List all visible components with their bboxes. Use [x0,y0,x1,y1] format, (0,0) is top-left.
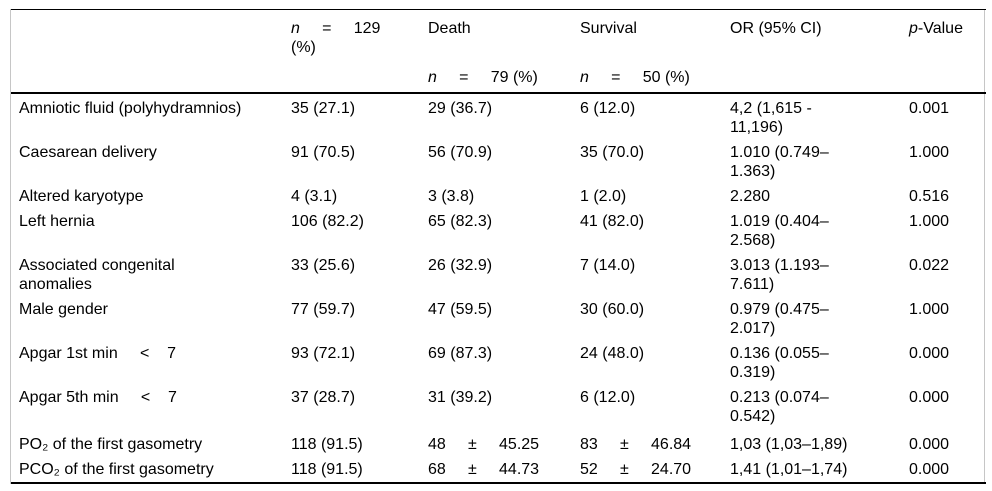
p-value-cell: 0.000 [909,345,950,362]
header-total-pct: (%) [291,39,316,56]
survival-cell: 6 (12.0) [580,389,636,406]
table-body: Amniotic fluid (polyhydramnios) 35 (27.1)… [11,93,986,483]
row-label: Altered karyotype [19,188,144,205]
death-cell: 69 (87.3) [428,345,493,362]
header-p-rest: -Value [917,20,963,37]
death-cell: 31 (39.2) [428,389,493,406]
n-total-cell: 118 (91.5) [291,461,363,478]
table-header: n = 129 (%) Death n = 79 (%) Survival n =… [11,9,986,94]
table-row: Altered karyotype 4 (3.1) 3 (3.8) 1 (2.0) 2.… [11,184,986,209]
n-total-cell: 35 (27.1) [291,100,356,117]
p-value-cell: 1.000 [909,144,950,161]
table-row: Apgar 5th min < 7 37 (28.7) 31 (39.2) 6 (12… [11,385,986,429]
or-ci-cell: 0.979 (0.475– 2.017) [730,301,829,337]
survival-cell: 7 (14.0) [580,257,636,274]
survival-cell: 24 (48.0) [580,345,645,362]
p-value-cell: 0.516 [909,188,950,205]
death-cell: 29 (36.7) [428,100,493,117]
header-death-n: n [428,69,437,86]
n-total-cell: 93 (72.1) [291,345,356,362]
death-cell: 3 (3.8) [428,188,475,205]
header-death-title: Death [428,20,471,37]
or-ci-cell: 3.013 (1.193– 7.611) [730,257,829,293]
row-label: Left hernia [19,213,95,230]
row-label: Apgar 5th min < 7 [19,389,177,406]
header-or: OR (95% CI) [722,9,901,94]
n-total-cell: 33 (25.6) [291,257,356,274]
header-survival-n: n [580,69,589,86]
table-row: Caesarean delivery 91 (70.5) 56 (70.9) 35 (… [11,140,986,184]
death-cell: 26 (32.9) [428,257,493,274]
survival-cell: 30 (60.0) [580,301,645,318]
death-cell: 47 (59.5) [428,301,493,318]
p-value-cell: 0.000 [909,389,950,406]
table-row: Apgar 1st min < 7 93 (72.1) 69 (87.3) 24 (4… [11,341,986,385]
p-value-cell: 0.000 [909,436,950,453]
n-total-cell: 37 (28.7) [291,389,356,406]
table-row: Left hernia 106 (82.2) 65 (82.3) 41 (82.0) 1… [11,209,986,253]
survival-cell: 41 (82.0) [580,213,645,230]
death-cell: 48 ± 45.25 [428,436,540,453]
or-ci-cell: 2.280 [730,188,771,205]
n-total-cell: 91 (70.5) [291,144,356,161]
outcomes-statistics-table: n = 129 (%) Death n = 79 (%) Survival n =… [10,9,986,484]
row-label: Male gender [19,301,108,318]
p-value-cell: 0.000 [909,461,950,478]
header-p-value-title: p-Value [909,19,978,38]
survival-cell: 6 (12.0) [580,100,636,117]
header-row: n = 129 (%) Death n = 79 (%) Survival n =… [11,9,986,94]
header-total-n: n [291,20,300,37]
header-survival-title: Survival [580,20,637,37]
survival-cell: 1 (2.0) [580,188,627,205]
n-total-cell: 106 (82.2) [291,213,364,230]
n-total-cell: 118 (91.5) [291,436,363,453]
survival-cell: 52 ± 24.70 [580,461,692,478]
header-total: n = 129 (%) [283,9,420,94]
p-value-cell: 1.000 [909,213,950,230]
row-label: Amniotic fluid (polyhydramnios) [19,100,242,117]
table-row: PO₂ of the first gasometry 118 (91.5) 48 ±… [11,429,986,457]
or-ci-cell: 0.136 (0.055– 0.319) [730,345,829,381]
header-variable [11,9,283,94]
n-total-cell: 77 (59.7) [291,301,356,318]
header-death-count: = 79 (%) [436,69,538,86]
table-row: Associated congenital anomalies 33 (25.6)… [11,253,986,297]
table-row: PCO₂ of the first gasometry 118 (91.5) 68 … [11,457,986,483]
or-ci-cell: 1.019 (0.404– 2.568) [730,213,829,249]
row-label: PCO₂ of the first gasometry [19,461,214,478]
p-value-cell: 0.001 [909,100,950,117]
survival-cell: 83 ± 46.84 [580,436,692,453]
death-cell: 65 (82.3) [428,213,493,230]
table-row: Male gender 77 (59.7) 47 (59.5) 30 (60.0) 0.… [11,297,986,341]
header-p-value: p-Value [901,9,986,94]
death-cell: 56 (70.9) [428,144,493,161]
row-label: PO₂ of the first gasometry [19,436,203,453]
or-ci-cell: 1,41 (1,01–1,74) [730,461,848,478]
header-total-label: n = 129 (%) [291,19,412,57]
n-total-cell: 4 (3.1) [291,188,338,205]
data-table: n = 129 (%) Death n = 79 (%) Survival n =… [11,9,986,484]
header-survival-n-label: n = 50 (%) [580,68,714,87]
p-value-cell: 0.022 [909,257,950,274]
header-death-n-label: n = 79 (%) [428,68,564,87]
p-value-cell: 1.000 [909,301,950,318]
death-cell: 68 ± 44.73 [428,461,540,478]
or-ci-cell: 1.010 (0.749– 1.363) [730,144,829,180]
or-ci-cell: 1,03 (1,03–1,89) [730,436,848,453]
row-label: Caesarean delivery [19,144,157,161]
header-total-count: = 129 [299,20,381,37]
row-label: Associated congenital anomalies [19,257,175,293]
survival-cell: 35 (70.0) [580,144,645,161]
header-death: Death n = 79 (%) [420,9,572,94]
or-ci-cell: 4,2 (1,615 - 11,196) [730,100,812,136]
header-or-title: OR (95% CI) [730,20,822,37]
header-p-italic: p [909,20,918,37]
header-survival-count: = 50 (%) [588,69,690,86]
row-label: Apgar 1st min < 7 [19,345,176,362]
header-survival: Survival n = 50 (%) [572,9,722,94]
table-row: Amniotic fluid (polyhydramnios) 35 (27.1)… [11,93,986,140]
or-ci-cell: 0.213 (0.074– 0.542) [730,389,829,425]
